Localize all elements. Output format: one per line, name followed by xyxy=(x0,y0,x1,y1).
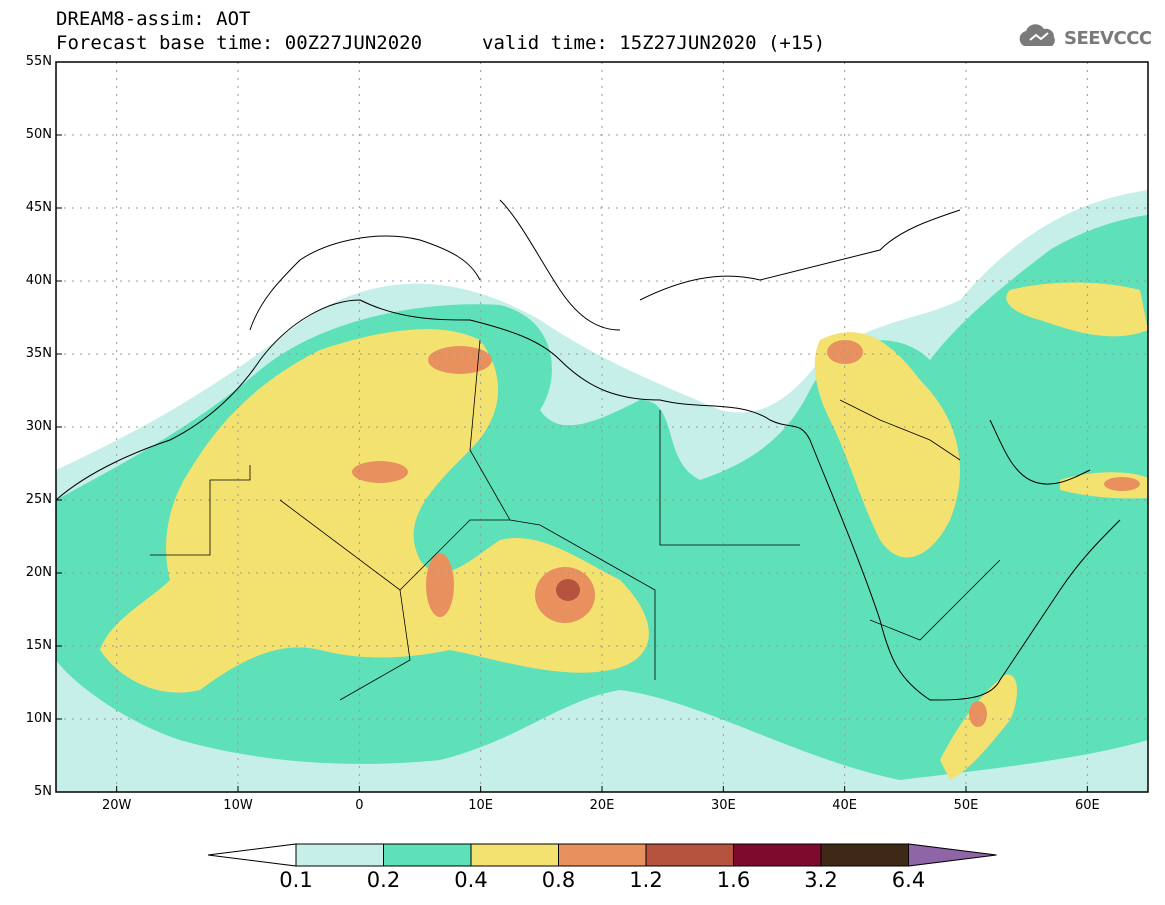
lon-label: 20W xyxy=(101,798,132,813)
aot-band-1.2 xyxy=(556,579,580,601)
aot-band-0.8 xyxy=(428,346,492,374)
lat-label: 55N xyxy=(25,54,52,69)
map-grid xyxy=(56,62,1148,792)
coastlines xyxy=(56,199,1121,701)
colorbar-label: 1.6 xyxy=(716,868,751,892)
lon-label: 30E xyxy=(710,798,736,813)
cloud-logo-icon xyxy=(1019,24,1055,46)
logo-text: SEEVCCC xyxy=(1064,28,1152,49)
lat-label: 50N xyxy=(25,127,52,142)
colorbar-over-triangle xyxy=(908,843,997,867)
seevccc-logo: SEEVCCC xyxy=(1016,22,1156,58)
lon-label: 60E xyxy=(1074,798,1100,813)
aot-band-0.4 xyxy=(100,329,649,693)
aot-band-0.4 xyxy=(814,332,960,558)
colorbar-label: 3.2 xyxy=(804,868,838,892)
colorbar-label: 1.2 xyxy=(629,868,663,892)
colorbar-segment xyxy=(558,843,647,867)
lon-label: 10E xyxy=(468,798,494,813)
aot-band-0.8 xyxy=(426,553,454,617)
lat-label: 10N xyxy=(25,711,52,726)
lat-label: 25N xyxy=(25,492,52,507)
lat-label: 35N xyxy=(25,346,52,361)
aot-band-0.8 xyxy=(969,701,987,727)
lat-label: 15N xyxy=(25,638,52,653)
lon-label: 20E xyxy=(589,798,615,813)
valid-time: valid time: 15Z27JUN2020 (+15) xyxy=(482,32,826,54)
aot-band-0.8 xyxy=(352,461,408,483)
lat-label: 30N xyxy=(25,419,52,434)
aot-band-0.4 xyxy=(940,674,1017,780)
colorbar-label: 0.8 xyxy=(541,868,576,892)
model-title: DREAM8-assim: AOT xyxy=(56,8,251,30)
lon-label: 0 xyxy=(355,798,364,813)
aot-band-0.4 xyxy=(1006,282,1148,337)
aot-fields xyxy=(56,190,1148,792)
colorbar-label: 0.4 xyxy=(454,868,488,892)
lat-label: 40N xyxy=(25,273,52,288)
colorbar-label: 0.1 xyxy=(279,868,313,892)
colorbar-segment xyxy=(383,843,472,867)
lat-label: 45N xyxy=(25,200,52,215)
forecast-base-time: Forecast base time: 00Z27JUN2020 xyxy=(56,32,423,54)
lon-label: 50E xyxy=(953,798,979,813)
colorbar-segment xyxy=(645,843,734,867)
country-borders xyxy=(150,339,1001,701)
colorbar-label: 0.2 xyxy=(366,868,401,892)
lon-label: 10W xyxy=(223,798,253,813)
aot-band-0.8 xyxy=(1104,477,1140,491)
colorbar-segment xyxy=(470,843,559,867)
colorbar-under-triangle xyxy=(207,843,297,867)
lon-label: 40E xyxy=(832,798,858,813)
lat-label: 20N xyxy=(25,565,52,580)
lat-label: 5N xyxy=(34,784,52,799)
colorbar-segment xyxy=(295,843,384,867)
colorbar xyxy=(207,843,997,867)
colorbar-label: 6.4 xyxy=(891,868,926,892)
colorbar-segment xyxy=(820,843,909,867)
colorbar-segment xyxy=(733,843,822,867)
